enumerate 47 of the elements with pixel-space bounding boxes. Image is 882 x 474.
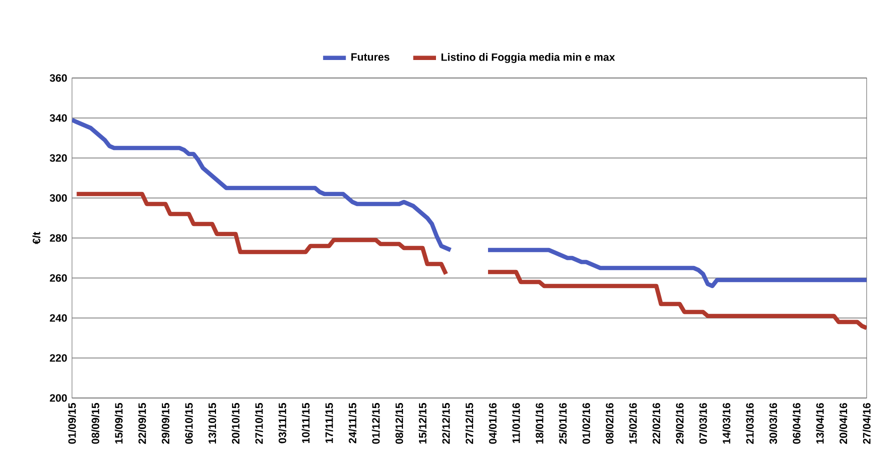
y-tick-label: 300: [50, 194, 67, 202]
x-tick-label: 22/12/15: [442, 403, 450, 444]
x-tick-label: 18/01/16: [535, 403, 544, 444]
x-tick-label: 08/12/15: [395, 403, 404, 444]
x-tick-label: 10/11/15: [302, 403, 310, 443]
x-tick-label: 01/12/15: [372, 403, 380, 444]
x-tick-label: 15/09/15: [114, 403, 123, 444]
x-tick-label: 06/04/16: [792, 403, 801, 444]
y-tick-label: 320: [50, 154, 67, 162]
x-tick-label: 15/12/15: [418, 403, 427, 444]
x-tick-label: 08/09/15: [91, 403, 100, 444]
x-tick-label: 21/03/16: [746, 403, 754, 444]
y-tick-label: 280: [50, 234, 67, 242]
x-tick-label: 03/11/15: [278, 403, 286, 444]
x-tick-label: 04/01/16: [488, 403, 497, 444]
x-tick-label: 30/03/16: [769, 403, 778, 444]
x-tick-label: 20/04/16: [839, 403, 848, 444]
y-tick-label: 260: [50, 274, 67, 282]
x-tick-label: 17/11/15: [325, 403, 334, 443]
y-tick-label: 240: [50, 314, 67, 322]
x-tick-label: 29/02/16: [676, 403, 684, 444]
legend-label: Listino di Foggia media min e max: [442, 53, 615, 64]
x-tick-label: 08/02/16: [606, 403, 614, 444]
y-axis-title: €/t: [32, 232, 40, 244]
x-tick-label: 27/12/15: [465, 403, 474, 444]
x-tick-label: 13/10/15: [208, 403, 216, 444]
x-tick-label: 06/10/15: [184, 403, 193, 444]
y-tick-label: 340: [50, 114, 67, 122]
x-tick-label: 01/09/15: [68, 403, 76, 444]
x-tick-label: 24/11/15: [348, 403, 356, 444]
x-tick-label: 25/01/16: [558, 403, 567, 444]
y-tick-label: 200: [50, 394, 67, 402]
x-tick-label: 11/01/16: [512, 403, 520, 443]
legend-label: Futures: [351, 53, 390, 61]
x-tick-label: 22/02/16: [652, 403, 660, 444]
x-tick-label: 14/03/16: [722, 403, 730, 444]
x-tick-label: 15/02/16: [628, 403, 637, 444]
x-tick-label: 27/04/16: [862, 403, 871, 444]
x-tick-label: 20/10/15: [232, 403, 240, 444]
y-tick-label: 360: [50, 74, 67, 82]
x-tick-label: 27/10/15: [255, 403, 263, 444]
x-tick-label: 13/04/16: [816, 403, 824, 444]
x-tick-label: 01/02/16: [582, 403, 590, 444]
x-tick-label: 29/09/15: [162, 403, 170, 444]
x-tick-label: 22/09/15: [138, 403, 146, 444]
y-tick-label: 220: [50, 354, 67, 362]
x-tick-label: 07/03/16: [699, 403, 708, 444]
